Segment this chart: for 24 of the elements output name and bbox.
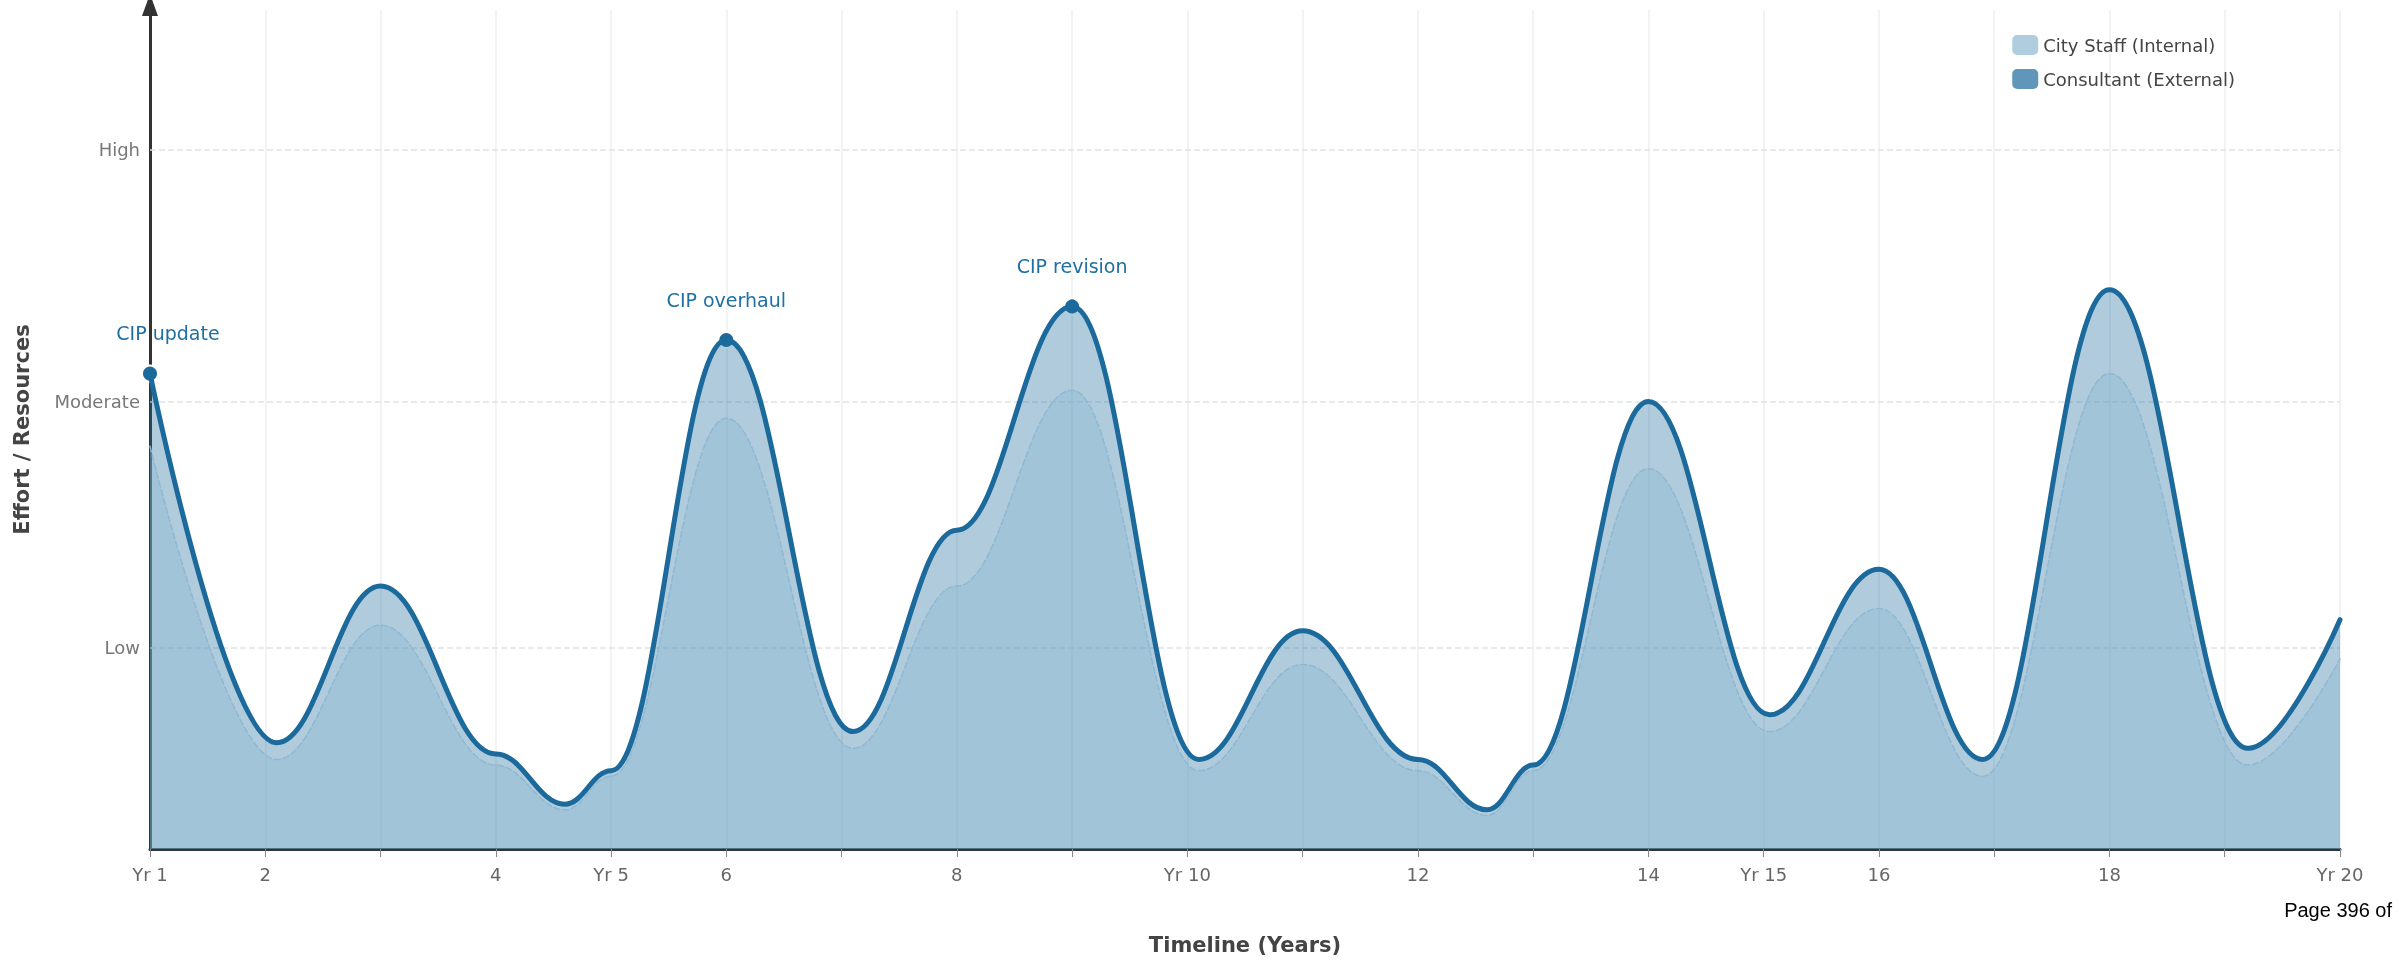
x-tick-label: 6 xyxy=(720,863,733,885)
ref-line-label: Moderate xyxy=(54,391,140,413)
x-tick-label: Yr 5 xyxy=(592,863,629,885)
x-tick-label: 18 xyxy=(2098,863,2121,885)
x-tick-label: Yr 15 xyxy=(1739,863,1788,885)
x-tick-label: 4 xyxy=(490,863,502,885)
annotation: CIP overhaul xyxy=(666,288,787,311)
legend-label: City Staff (Internal) xyxy=(2043,34,2216,56)
x-tick-label: Yr 20 xyxy=(2315,863,2364,885)
y-axis-title: Effort / Resources xyxy=(9,324,34,535)
text: Page 396 of xyxy=(2284,899,2393,921)
x-tick-label: Yr 10 xyxy=(1162,863,1211,885)
x-tick-label: 8 xyxy=(951,863,963,885)
legend-label: Consultant (External) xyxy=(2043,68,2235,90)
x-axis-title: Timeline (Years) xyxy=(1148,932,1342,957)
x-tick-label: 12 xyxy=(1406,863,1430,885)
x-tick-label: 14 xyxy=(1636,863,1660,885)
ref-line-label: High xyxy=(98,139,140,161)
annotation: CIP revision xyxy=(1016,254,1128,277)
x-tick-label: Yr 1 xyxy=(131,863,168,885)
x-tick-label: 2 xyxy=(259,863,271,885)
ref-line-label: Low xyxy=(104,637,140,659)
x-tick-label: 16 xyxy=(1867,863,1891,885)
annotation: CIP update xyxy=(116,322,220,345)
